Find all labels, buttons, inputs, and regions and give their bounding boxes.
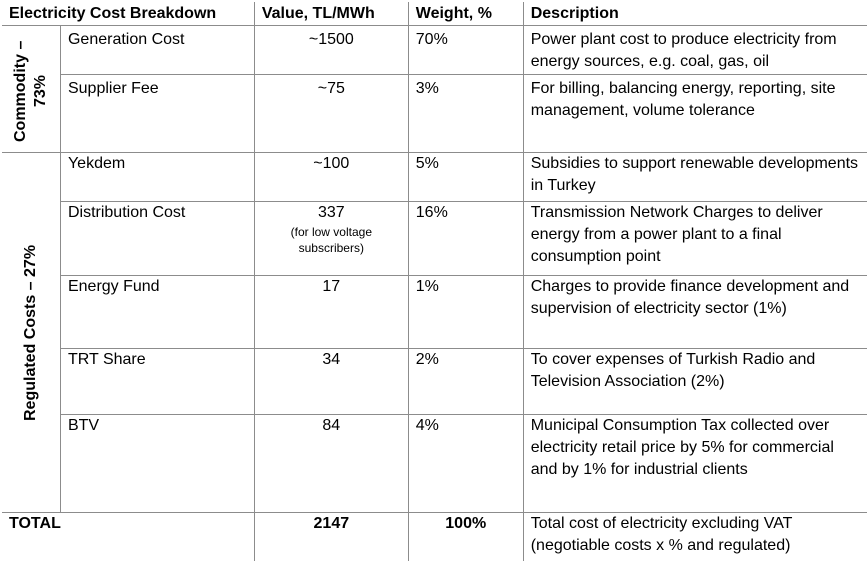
row-weight: 16% bbox=[407, 201, 524, 276]
header-row: Electricity Cost Breakdown Value, TL/MWh… bbox=[2, 2, 867, 26]
table-row: Supplier Fee ~75 3% For billing, balanci… bbox=[2, 74, 867, 153]
row-weight: 4% bbox=[407, 414, 524, 513]
row-weight: 1% bbox=[407, 275, 524, 349]
group-regulated: Regulated Costs – 27% bbox=[2, 152, 61, 513]
row-name: Supplier Fee bbox=[59, 74, 255, 153]
row-name: Distribution Cost bbox=[59, 201, 255, 276]
row-name: TRT Share bbox=[59, 348, 255, 415]
header-value: Value, TL/MWh bbox=[253, 2, 409, 26]
row-description: To cover expenses of Turkish Radio and T… bbox=[522, 348, 867, 415]
total-description: Total cost of electricity excluding VAT … bbox=[522, 512, 867, 561]
row-weight: 70% bbox=[407, 25, 524, 75]
table-row: BTV 84 4% Municipal Consumption Tax coll… bbox=[2, 414, 867, 513]
row-value: 34 bbox=[253, 348, 409, 415]
total-weight: 100% bbox=[407, 512, 524, 561]
row-description: Transmission Network Charges to deliver … bbox=[522, 201, 867, 276]
row-value: 84 bbox=[253, 414, 409, 513]
total-label: TOTAL bbox=[2, 512, 255, 561]
table-row: Energy Fund 17 1% Charges to provide fin… bbox=[2, 275, 867, 349]
row-description: Power plant cost to produce electricity … bbox=[522, 25, 867, 75]
table-row: TRT Share 34 2% To cover expenses of Tur… bbox=[2, 348, 867, 415]
table-row: Commodity – 73% Generation Cost ~1500 70… bbox=[2, 25, 867, 153]
row-value: 337 bbox=[317, 204, 345, 221]
row-value: ~100 bbox=[253, 152, 409, 202]
row-name: BTV bbox=[59, 414, 255, 513]
group-label-commodity: Commodity – 73% bbox=[11, 39, 49, 142]
row-weight: 2% bbox=[407, 348, 524, 415]
table-row: Regulated Costs – 27% Yekdem ~100 5% Sub… bbox=[2, 152, 867, 513]
total-value: 2147 bbox=[253, 512, 409, 561]
row-description: Subsidies to support renewable developme… bbox=[522, 152, 867, 202]
header-description: Description bbox=[522, 2, 867, 26]
row-weight: 3% bbox=[407, 74, 524, 153]
row-value-note: (for low voltage subscribers) bbox=[290, 225, 372, 255]
row-name: Yekdem bbox=[59, 152, 255, 202]
header-breakdown: Electricity Cost Breakdown bbox=[2, 2, 255, 26]
table-row: Distribution Cost 337 (for low voltage s… bbox=[2, 201, 867, 276]
row-name: Generation Cost bbox=[59, 25, 255, 75]
group-commodity: Commodity – 73% bbox=[2, 25, 61, 153]
row-value: 17 bbox=[253, 275, 409, 349]
row-value-cell: 337 (for low voltage subscribers) bbox=[253, 201, 409, 276]
row-description: For billing, balancing energy, reporting… bbox=[522, 74, 867, 153]
row-value: ~1500 bbox=[253, 25, 409, 75]
row-weight: 5% bbox=[407, 152, 524, 202]
row-value: ~75 bbox=[253, 74, 409, 153]
header-weight: Weight, % bbox=[407, 2, 524, 26]
total-row: TOTAL 2147 100% Total cost of electricit… bbox=[2, 512, 867, 561]
row-description: Municipal Consumption Tax collected over… bbox=[522, 414, 867, 513]
row-name: Energy Fund bbox=[59, 275, 255, 349]
group-label-regulated: Regulated Costs – 27% bbox=[21, 244, 39, 421]
row-description: Charges to provide finance development a… bbox=[522, 275, 867, 349]
